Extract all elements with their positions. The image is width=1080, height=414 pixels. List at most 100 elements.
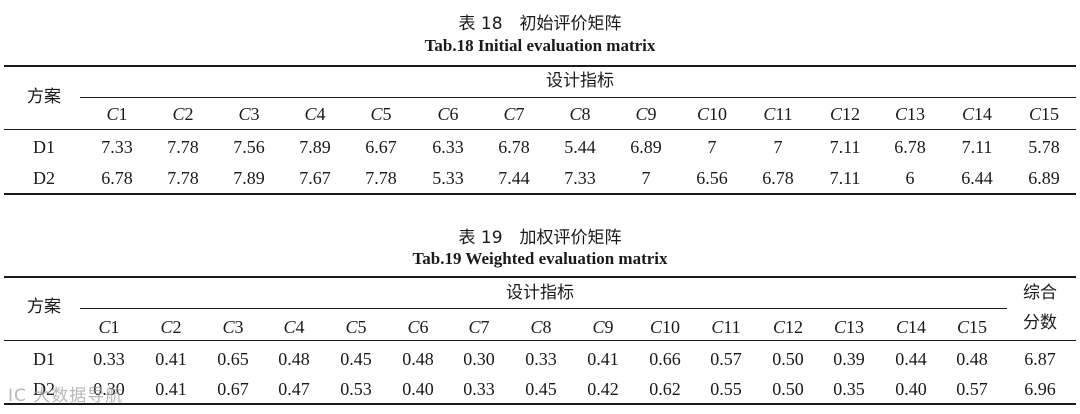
table18-caption-cn: 表 18 初始评价矩阵 <box>458 14 622 34</box>
table18-column-number: 7 <box>515 104 525 124</box>
table19-column-prefix: C <box>956 317 969 337</box>
table18-cell: 6.78 <box>894 137 926 157</box>
table18-column-prefix: C <box>635 104 648 124</box>
table18-column-number: 1 <box>118 104 128 124</box>
table19-top-rule <box>4 276 1076 278</box>
table18-row-header: 方案 <box>27 87 61 107</box>
table18-column-number: 14 <box>974 104 992 124</box>
table18-cell: 6.33 <box>432 137 464 157</box>
table19-cell: 0.53 <box>340 379 372 399</box>
table18-cell: 7 <box>707 137 717 157</box>
table19-caption-cn: 表 19 加权评价矩阵 <box>458 228 622 248</box>
table19-column-prefix: C <box>711 317 724 337</box>
table19-cell: 0.66 <box>649 349 681 369</box>
table19-score-header-line1: 综合 <box>1023 283 1057 303</box>
table19-column-number: 14 <box>908 317 926 337</box>
table19-cell: 0.48 <box>278 349 310 369</box>
table18-column-number: 5 <box>382 104 392 124</box>
table18-caption-en: Tab.18 Initial evaluation matrix <box>424 36 656 55</box>
table18-column-prefix: C <box>370 104 383 124</box>
table18-column-header-c7: C7 <box>484 105 544 123</box>
table19-cell: 0.47 <box>278 379 310 399</box>
table18-column-header-c12: C12 <box>815 105 875 123</box>
table19-caption-en: Tab.19 Weighted evaluation matrix <box>412 249 668 268</box>
table19-column-prefix: C <box>468 317 481 337</box>
table18-column-number: 2 <box>184 104 194 124</box>
table19-column-prefix: C <box>222 317 235 337</box>
table19-column-header-c8: C8 <box>511 318 571 336</box>
table18-cell: 6.67 <box>365 137 397 157</box>
table18-bottom-rule <box>4 193 1076 195</box>
table19-column-prefix: C <box>345 317 358 337</box>
table18-cell: 6.78 <box>498 137 530 157</box>
table19-cell: 0.50 <box>772 379 804 399</box>
table18-column-prefix: C <box>894 104 907 124</box>
table18-column-number: 9 <box>647 104 657 124</box>
table18-column-header-c6: C6 <box>418 105 478 123</box>
table18-cell: 6.89 <box>1028 168 1060 188</box>
table18-column-prefix: C <box>172 104 185 124</box>
table19-column-number: 3 <box>234 317 244 337</box>
table19-cell: 0.57 <box>956 379 988 399</box>
table18-cell: 7 <box>641 168 651 188</box>
table18-column-header-c4: C4 <box>285 105 345 123</box>
table18-top-rule <box>4 65 1076 67</box>
table18-column-prefix: C <box>1028 104 1041 124</box>
table18-cell: 7.11 <box>829 137 861 157</box>
table18-cell: 5.44 <box>564 137 596 157</box>
table18-column-header-c3: C3 <box>219 105 279 123</box>
table18-column-prefix: C <box>238 104 251 124</box>
table19-cell: 0.67 <box>217 379 249 399</box>
table19-cell: 0.57 <box>710 349 742 369</box>
table19-column-header-c4: C4 <box>264 318 324 336</box>
table19-cell: 0.35 <box>833 379 865 399</box>
table19-bottom-rule <box>4 403 1076 405</box>
table19-column-number: 1 <box>110 317 120 337</box>
table18-cell: 6.89 <box>630 137 662 157</box>
table19-row-label: D2 <box>33 379 55 399</box>
table18-cell: 7.89 <box>299 137 331 157</box>
table18-column-header-c11: C11 <box>748 105 808 123</box>
table19-score-cell: 6.87 <box>1024 349 1056 369</box>
table18-column-number: 13 <box>907 104 925 124</box>
table18-cell: 7 <box>773 137 783 157</box>
table19-cell: 0.65 <box>217 349 249 369</box>
table18-cell: 7.56 <box>233 137 265 157</box>
table19-column-number: 11 <box>723 317 741 337</box>
table18-column-prefix: C <box>503 104 516 124</box>
table19-cell: 0.50 <box>772 349 804 369</box>
table18-column-number: 15 <box>1041 104 1059 124</box>
table18-column-header-c10: C10 <box>682 105 742 123</box>
table18-column-prefix: C <box>437 104 450 124</box>
table19-group-rule <box>80 308 1007 309</box>
table19-cell: 0.45 <box>525 379 557 399</box>
table18-column-prefix: C <box>763 104 776 124</box>
table18-cell: 7.67 <box>299 168 331 188</box>
table18-column-header-c9: C9 <box>616 105 676 123</box>
table19-cell: 0.39 <box>833 349 865 369</box>
table18-cell: 6.44 <box>961 168 993 188</box>
table19-cell: 0.40 <box>895 379 927 399</box>
table18-column-prefix: C <box>961 104 974 124</box>
table19-column-prefix: C <box>98 317 111 337</box>
table19-column-header-c3: C3 <box>203 318 263 336</box>
table19-cell: 0.48 <box>956 349 988 369</box>
table19-cell: 0.30 <box>93 379 125 399</box>
table19-column-number: 8 <box>542 317 552 337</box>
table19-column-header-c14: C14 <box>881 318 941 336</box>
table19-header-rule <box>4 340 1076 341</box>
table19-cell: 0.62 <box>649 379 681 399</box>
table18-column-number: 11 <box>775 104 793 124</box>
table18-cell: 7.78 <box>365 168 397 188</box>
table19-column-prefix: C <box>407 317 420 337</box>
table19-cell: 0.41 <box>155 349 187 369</box>
table19-group-header: 设计指标 <box>506 283 574 303</box>
table19-cell: 0.45 <box>340 349 372 369</box>
table18-row-label: D1 <box>33 137 55 157</box>
table19-column-header-c5: C5 <box>326 318 386 336</box>
table18-cell: 7.78 <box>167 168 199 188</box>
table18-column-header-c15: C15 <box>1014 105 1074 123</box>
table19-score-header-line2: 分数 <box>1023 313 1057 333</box>
table19-column-header-c6: C6 <box>388 318 448 336</box>
table18-column-header-c1: C1 <box>87 105 147 123</box>
